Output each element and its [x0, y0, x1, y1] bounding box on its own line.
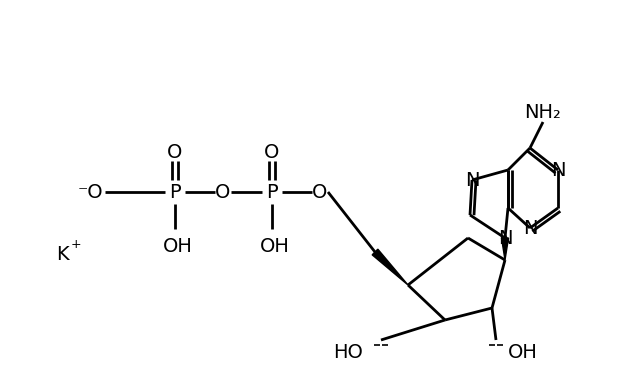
Text: NH₂: NH₂ [525, 103, 561, 122]
Text: O: O [215, 183, 230, 202]
Polygon shape [502, 238, 509, 260]
Text: N: N [551, 161, 565, 179]
Polygon shape [372, 249, 408, 285]
Text: OH: OH [163, 236, 193, 255]
Text: O: O [312, 183, 328, 202]
Text: +: + [70, 239, 81, 252]
Text: HO: HO [333, 342, 363, 362]
Text: O: O [167, 142, 182, 161]
Text: N: N [465, 170, 479, 190]
Text: O: O [264, 142, 280, 161]
Text: OH: OH [508, 342, 538, 362]
Text: OH: OH [260, 236, 290, 255]
Text: P: P [169, 183, 181, 202]
Text: N: N [523, 218, 537, 238]
Text: ⁻O: ⁻O [77, 183, 103, 202]
Text: N: N [498, 229, 512, 248]
Text: P: P [266, 183, 278, 202]
Text: K: K [56, 245, 68, 264]
